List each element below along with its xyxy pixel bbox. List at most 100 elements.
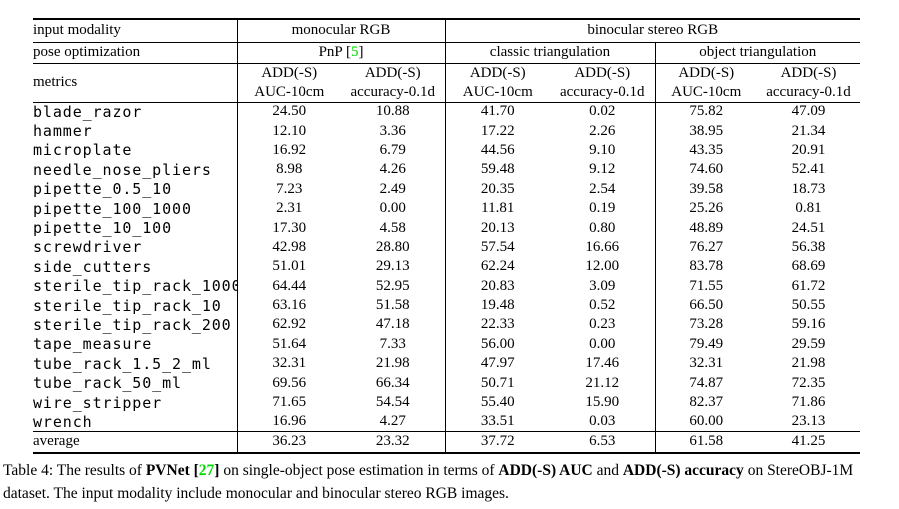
value-cell: 72.35 <box>791 374 826 391</box>
value-cell: 9.10 <box>550 140 656 161</box>
table-row: blade_razor 24.50 10.88 41.70 0.02 75.82 47.09 <box>33 102 860 122</box>
average-row: average 36.23 23.32 37.72 6.53 61.58 41.25 <box>33 431 860 453</box>
object-name-cell: average <box>33 431 238 453</box>
table-row: wire_stripper 71.65 54.54 55.40 15.90 82.37 71… <box>33 392 860 413</box>
value-cell: 61.72 <box>791 277 826 294</box>
pnp-label: PnP [ <box>318 44 351 60</box>
value-cell: 43.35 <box>689 141 724 158</box>
value-cell: 41.25 <box>757 431 860 453</box>
caption-text: ADD(-S) AUC <box>498 462 593 479</box>
value-cell: 71.55 <box>689 277 724 294</box>
value-cell: 39.58 <box>689 180 724 197</box>
value-cell: 83.78 <box>689 258 724 275</box>
value-cell: 38.95 <box>689 122 724 139</box>
value-cell: 50.55 <box>791 297 826 314</box>
table-body: blade_razor 24.50 10.88 41.70 0.02 75.82 47.09… <box>33 102 860 453</box>
value-cell: 0.81 <box>795 200 822 217</box>
metric-header-classic-acc: ADD(-S) accuracy-0.1d <box>550 63 656 103</box>
object-name-cell: blade_razor <box>33 102 238 122</box>
value-cell: 19.48 <box>480 297 515 314</box>
object-name-cell: pipette_10_100 <box>33 218 238 238</box>
table-row: pipette_10_100 17.30 4.58 20.13 0.80 48.89 24.… <box>33 218 860 238</box>
object-name-cell: wrench <box>33 412 238 432</box>
caption-text: on StereOBJ-1M dataset. The input modali… <box>3 462 854 502</box>
value-cell: 23.13 <box>791 413 826 430</box>
table-row: sterile_tip_rack_10 63.16 51.58 19.48 0.52 66… <box>33 295 860 316</box>
value-cell: 42.98 <box>272 238 307 255</box>
value-cell: 0.23 <box>550 315 656 335</box>
value-cell: 0.02 <box>550 102 656 122</box>
header-row-metrics: metrics ADD(-S) AUC-10cm ADD(-S) accuracy-… <box>33 63 860 103</box>
value-cell: 33.51 <box>480 413 515 430</box>
value-cell: 16.66 <box>550 237 656 258</box>
metric-header-object-acc: ADD(-S) accuracy-0.1d <box>757 63 860 103</box>
table-row: wrench 16.96 4.27 33.51 0.03 60.00 23.13 <box>33 412 860 432</box>
value-cell: 18.73 <box>791 180 826 197</box>
value-cell: 51.64 <box>272 335 307 352</box>
value-cell: 32.31 <box>272 355 307 372</box>
object-name-cell: sterile_tip_rack_200 <box>33 315 238 335</box>
value-cell: 23.32 <box>341 431 446 453</box>
object-name-cell: side_cutters <box>33 257 238 277</box>
value-cell: 37.72 <box>445 431 550 453</box>
value-cell: 15.90 <box>550 392 656 413</box>
value-cell: 9.12 <box>550 160 656 180</box>
object-name-cell: hammer <box>33 121 238 141</box>
table-row: tube_rack_1.5_2_ml 32.31 21.98 47.97 17.46 32… <box>33 354 860 374</box>
value-cell: 12.00 <box>550 257 656 277</box>
caption-text: ADD(-S) accuracy <box>622 462 744 479</box>
caption-text: [ <box>193 462 199 479</box>
value-cell: 52.41 <box>791 161 826 178</box>
value-cell: 17.46 <box>550 354 656 374</box>
value-cell: 10.88 <box>341 102 446 122</box>
value-cell: 57.54 <box>480 238 515 255</box>
value-cell: 17.22 <box>480 122 515 139</box>
value-cell: 20.13 <box>480 219 515 236</box>
value-cell: 21.12 <box>550 373 656 393</box>
pnp-label-close: ] <box>358 44 364 60</box>
table-row: needle_nose_pliers 8.98 4.26 59.48 9.12 74.60… <box>33 160 860 180</box>
value-cell: 16.92 <box>272 141 307 158</box>
value-cell: 73.28 <box>689 316 724 333</box>
value-cell: 62.24 <box>480 258 515 275</box>
value-cell: 66.50 <box>689 297 724 314</box>
value-cell: 69.56 <box>272 374 307 391</box>
metric-header-mono-acc: ADD(-S) accuracy-0.1d <box>341 63 446 103</box>
pose-optimization-label: pose optimization <box>33 42 238 64</box>
value-cell: 62.92 <box>272 316 307 333</box>
value-cell: 29.13 <box>341 257 446 277</box>
object-name-cell: microplate <box>33 140 238 161</box>
value-cell: 2.49 <box>341 179 446 199</box>
value-cell: 3.09 <box>550 276 656 296</box>
caption-text: PVNet <box>145 462 190 479</box>
value-cell: 2.54 <box>550 179 656 199</box>
object-name-cell: tube_rack_1.5_2_ml <box>33 354 238 374</box>
value-cell: 44.56 <box>480 141 515 158</box>
value-cell: 48.89 <box>689 219 724 236</box>
table-row: side_cutters 51.01 29.13 62.24 12.00 83.78 68.… <box>33 257 860 277</box>
value-cell: 7.33 <box>341 334 446 355</box>
citation-link[interactable]: 27 <box>198 462 215 479</box>
caption-text: and <box>592 462 623 479</box>
value-cell: 55.40 <box>480 394 515 411</box>
table-row: pipette_0.5_10 7.23 2.49 20.35 2.54 39.58 18.7… <box>33 179 860 199</box>
value-cell: 75.82 <box>689 103 724 120</box>
table-row: tape_measure 51.64 7.33 56.00 0.00 79.49 29.59 <box>33 334 860 355</box>
value-cell: 0.00 <box>341 198 446 219</box>
value-cell: 41.70 <box>480 103 515 120</box>
object-name-cell: wire_stripper <box>33 392 238 413</box>
value-cell: 6.79 <box>341 140 446 161</box>
table-row: microplate 16.92 6.79 44.56 9.10 43.35 20.91 <box>33 140 860 161</box>
citation-link[interactable]: 5 <box>350 44 359 60</box>
value-cell: 4.27 <box>341 412 446 432</box>
value-cell: 24.50 <box>272 103 307 120</box>
value-cell: 21.98 <box>791 355 826 372</box>
value-cell: 68.69 <box>791 258 826 275</box>
value-cell: 47.18 <box>341 315 446 335</box>
value-cell: 20.91 <box>791 141 826 158</box>
value-cell: 71.65 <box>272 394 307 411</box>
object-name-cell: sterile_tip_rack_10 <box>33 295 238 316</box>
value-cell: 74.60 <box>689 161 724 178</box>
value-cell: 4.58 <box>341 218 446 238</box>
value-cell: 12.10 <box>272 122 307 139</box>
